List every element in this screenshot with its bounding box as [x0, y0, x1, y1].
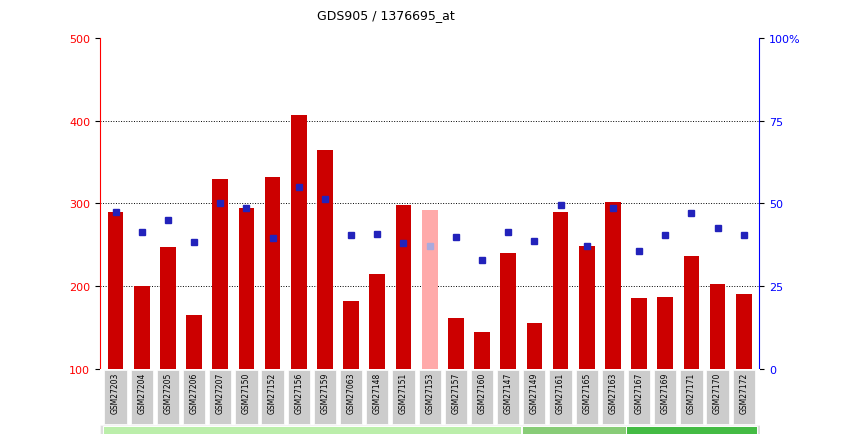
FancyBboxPatch shape [261, 370, 284, 424]
FancyBboxPatch shape [707, 370, 729, 424]
FancyBboxPatch shape [314, 370, 336, 424]
Text: GDS905 / 1376695_at: GDS905 / 1376695_at [318, 9, 455, 22]
FancyBboxPatch shape [575, 370, 598, 424]
FancyBboxPatch shape [444, 370, 467, 424]
Bar [134, 286, 149, 369]
Bar [108, 212, 123, 369]
Text: GSM27207: GSM27207 [216, 372, 225, 413]
Text: GSM27165: GSM27165 [582, 372, 591, 413]
Bar [684, 256, 700, 369]
Text: GSM27151: GSM27151 [399, 372, 408, 413]
Text: GSM27147: GSM27147 [503, 372, 513, 413]
FancyBboxPatch shape [549, 370, 572, 424]
FancyBboxPatch shape [523, 370, 545, 424]
FancyBboxPatch shape [102, 427, 521, 434]
Bar [213, 179, 228, 369]
FancyBboxPatch shape [392, 370, 415, 424]
FancyBboxPatch shape [497, 370, 519, 424]
Bar [396, 206, 411, 369]
Bar [527, 323, 542, 369]
Text: GSM27169: GSM27169 [661, 372, 670, 413]
Bar [657, 297, 673, 369]
FancyBboxPatch shape [654, 370, 676, 424]
FancyBboxPatch shape [287, 370, 310, 424]
FancyBboxPatch shape [522, 427, 626, 434]
Bar [187, 315, 202, 369]
FancyBboxPatch shape [733, 370, 755, 424]
Text: GSM27206: GSM27206 [189, 372, 199, 413]
Bar [500, 253, 516, 369]
Text: GSM27172: GSM27172 [740, 372, 748, 413]
Bar [448, 318, 464, 369]
Bar [291, 116, 306, 369]
Text: GSM27063: GSM27063 [346, 372, 356, 413]
FancyBboxPatch shape [366, 370, 388, 424]
Bar [579, 247, 595, 369]
Text: GSM27161: GSM27161 [556, 372, 565, 413]
Text: GSM27150: GSM27150 [242, 372, 251, 413]
Bar [631, 299, 647, 369]
Text: GSM27153: GSM27153 [425, 372, 434, 413]
FancyBboxPatch shape [418, 370, 441, 424]
Bar [370, 274, 385, 369]
Text: GSM27167: GSM27167 [635, 372, 643, 413]
Text: GSM27170: GSM27170 [713, 372, 722, 413]
FancyBboxPatch shape [681, 370, 702, 424]
FancyBboxPatch shape [470, 370, 493, 424]
Text: GSM27160: GSM27160 [477, 372, 487, 413]
Text: GSM27171: GSM27171 [687, 372, 696, 413]
Bar [710, 284, 726, 369]
Text: GSM27205: GSM27205 [163, 372, 173, 413]
FancyBboxPatch shape [104, 370, 127, 424]
Text: GSM27163: GSM27163 [608, 372, 617, 413]
Text: GSM27157: GSM27157 [451, 372, 460, 413]
FancyBboxPatch shape [628, 370, 650, 424]
Bar [160, 248, 175, 369]
Text: GSM27204: GSM27204 [137, 372, 146, 413]
Text: GSM27148: GSM27148 [372, 372, 382, 413]
Bar [553, 212, 569, 369]
FancyBboxPatch shape [235, 370, 258, 424]
Bar [239, 208, 254, 369]
Bar [422, 210, 437, 369]
FancyBboxPatch shape [626, 427, 757, 434]
Text: GSM27152: GSM27152 [268, 372, 277, 413]
FancyBboxPatch shape [183, 370, 205, 424]
FancyBboxPatch shape [209, 370, 232, 424]
Text: GSM27156: GSM27156 [294, 372, 303, 413]
Text: GSM27159: GSM27159 [320, 372, 330, 413]
Bar [265, 178, 280, 369]
Text: GSM27203: GSM27203 [111, 372, 120, 413]
Bar [317, 150, 332, 369]
Bar [474, 332, 490, 369]
FancyBboxPatch shape [340, 370, 362, 424]
Bar [343, 301, 359, 369]
FancyBboxPatch shape [157, 370, 179, 424]
Text: GSM27149: GSM27149 [529, 372, 539, 413]
Bar [736, 295, 752, 369]
FancyBboxPatch shape [602, 370, 624, 424]
FancyBboxPatch shape [130, 370, 153, 424]
Bar [605, 202, 621, 369]
